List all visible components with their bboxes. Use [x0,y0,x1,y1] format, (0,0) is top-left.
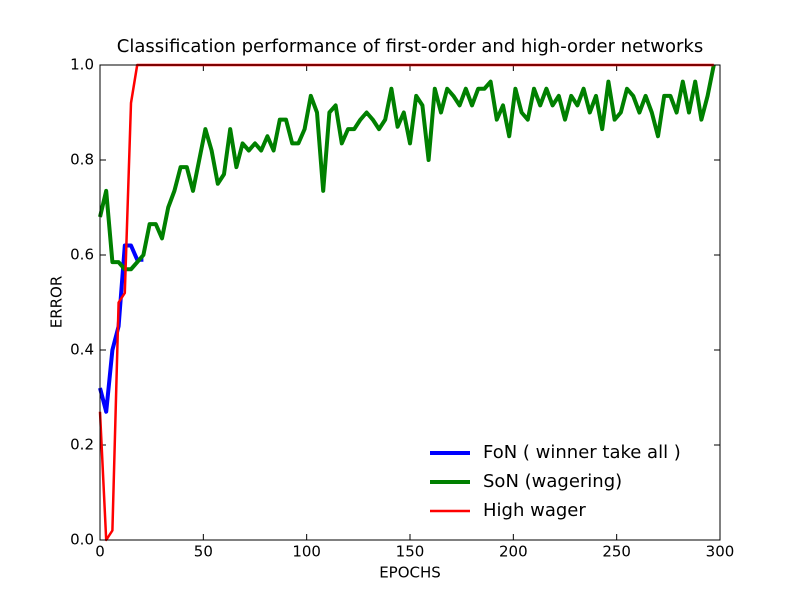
y-tick-label: 0.4 [70,341,94,359]
x-tick-label: 150 [396,543,425,561]
plot-frame [99,64,721,541]
y-axis-label: ERROR [48,276,66,329]
x-tick-label: 200 [499,543,528,561]
x-tick-label: 250 [602,543,631,561]
legend-label: SoN (wagering) [483,471,622,492]
x-tick-label: 50 [194,543,213,561]
series-line [98,64,716,272]
series-line [98,63,714,542]
series-line [98,243,144,414]
x-tick-label: 300 [706,543,735,561]
y-tick-label: 1.0 [70,56,94,74]
y-tick-label: 0.8 [70,151,94,169]
y-tick-label: 0.0 [70,531,94,549]
chart-title: Classification performance of first-orde… [117,36,703,57]
x-tick-label: 100 [292,543,321,561]
legend-label: High wager [483,500,586,521]
y-tick-label: 0.6 [70,246,94,264]
legend-label: FoN ( winner take all ) [483,442,681,463]
x-axis-label: EPOCHS [379,564,441,582]
x-tick-label: 0 [95,543,105,561]
y-tick-label: 0.2 [70,436,94,454]
